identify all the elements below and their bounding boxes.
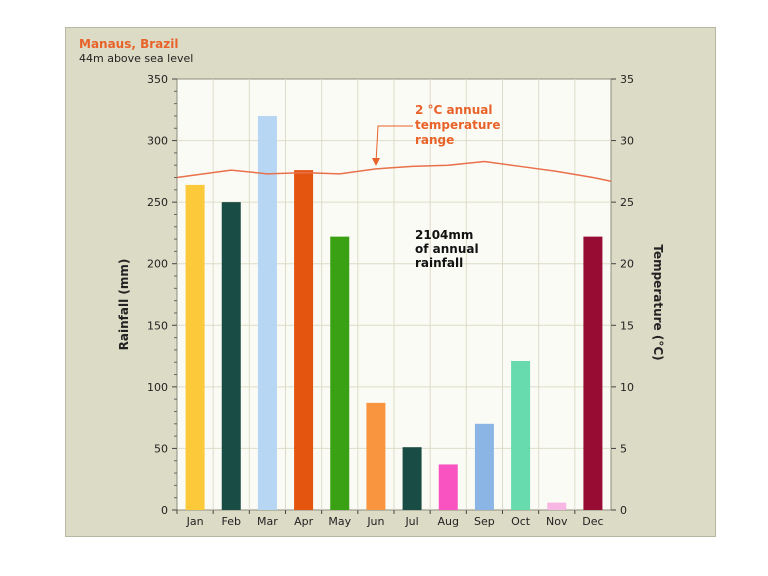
bar-oct: [511, 360, 531, 510]
annotation-arrowhead: [372, 158, 380, 166]
temp-range-annotation: 2 °C annual: [415, 103, 492, 117]
right-tick-label: 10: [620, 381, 634, 394]
bar-dec: [583, 236, 603, 510]
annotation-leader-line: [375, 125, 413, 164]
left-tick-label: 150: [147, 319, 168, 332]
rainfall-annotation: 2104mm: [415, 228, 473, 242]
bar-feb: [221, 202, 241, 510]
right-tick-label: 30: [620, 135, 634, 148]
rainfall-annotation: rainfall: [415, 256, 463, 270]
x-tick-label: Aug: [438, 515, 459, 528]
left-tick-label: 350: [147, 73, 168, 86]
bar-aug: [438, 464, 458, 510]
bar-jun: [366, 402, 386, 510]
right-tick-label: 20: [620, 258, 634, 271]
bar-sep: [474, 423, 494, 510]
x-tick-label: Jul: [404, 515, 418, 528]
x-tick-label: Sep: [474, 515, 495, 528]
left-tick-label: 250: [147, 196, 168, 209]
x-tick-label: Jun: [366, 515, 384, 528]
x-tick-label: May: [328, 515, 351, 528]
left-tick-label: 50: [154, 442, 168, 455]
rainfall-annotation: of annual: [415, 242, 479, 256]
x-tick-label: Mar: [257, 515, 278, 528]
chart-title: Manaus, Brazil: [79, 37, 179, 51]
bar-may: [330, 236, 350, 510]
rainfall-bars: [185, 115, 603, 510]
x-tick-label: Oct: [511, 515, 531, 528]
right-tick-label: 35: [620, 73, 634, 86]
y2-axis-label: Temperature (°C): [651, 244, 665, 360]
right-tick-label: 5: [620, 442, 627, 455]
right-tick-label: 0: [620, 504, 627, 517]
grid-lines: [177, 79, 611, 510]
temp-range-annotation: temperature: [415, 118, 500, 132]
right-tick-label: 15: [620, 319, 634, 332]
left-tick-label: 100: [147, 381, 168, 394]
temperature-series: [176, 160, 612, 182]
bar-mar: [257, 115, 277, 510]
left-tick-label: 0: [161, 504, 168, 517]
bar-jan: [185, 184, 205, 510]
bar-apr: [294, 170, 314, 510]
y-axis-label: Rainfall (mm): [117, 259, 131, 351]
temperature-line: [176, 160, 612, 182]
axes: 0 50 100 150 200 250 300 350 0 5 10 15 20 25 30 35 Jan Fe…: [117, 73, 665, 528]
x-tick-label: Feb: [222, 515, 241, 528]
left-tick-label: 300: [147, 135, 168, 148]
x-tick-label: Apr: [294, 515, 314, 528]
x-tick-label: Nov: [546, 515, 568, 528]
left-tick-label: 200: [147, 258, 168, 271]
bar-jul: [402, 447, 422, 510]
bar-nov: [547, 502, 567, 510]
temp-range-annotation: range: [415, 133, 454, 147]
right-tick-label: 25: [620, 196, 634, 209]
chart-subtitle: 44m above sea level: [79, 52, 194, 65]
x-tick-label: Dec: [582, 515, 603, 528]
x-tick-label: Jan: [186, 515, 204, 528]
